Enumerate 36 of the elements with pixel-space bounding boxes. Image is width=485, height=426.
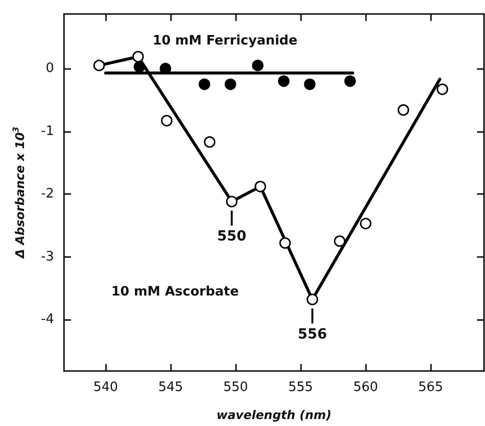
x-tick-label: 550: [223, 380, 248, 395]
point: [252, 60, 264, 72]
point: [204, 136, 216, 148]
y-tick-label: -1: [41, 124, 54, 139]
point: [93, 60, 105, 72]
point: [278, 75, 290, 87]
point: [254, 180, 266, 192]
x-tick-label: 540: [93, 380, 118, 395]
point: [398, 104, 410, 116]
x-tick-label: 555: [288, 380, 314, 395]
point: [132, 50, 144, 62]
annotation: 10 mM Ferricyanide: [152, 34, 298, 48]
x-axis-title: wavelength (nm): [216, 408, 332, 422]
point: [134, 60, 146, 72]
y-tick-label: -3: [41, 249, 54, 264]
point: [224, 78, 236, 90]
y-tick-label: 0: [46, 61, 54, 76]
point: [306, 294, 318, 306]
x-tick-label: 560: [353, 380, 378, 395]
y-tick-label: -4: [41, 312, 54, 328]
x-tick-label: 545: [158, 380, 184, 395]
point: [334, 235, 346, 247]
x-tick-label: 565: [418, 380, 444, 395]
annotation: 556: [298, 326, 327, 342]
y-axis-title: Δ Absorbance x 103: [12, 126, 27, 260]
point: [160, 114, 172, 126]
point: [198, 78, 210, 90]
point: [226, 196, 238, 208]
annotation: 10 mM Ascorbate: [111, 284, 239, 300]
point: [304, 78, 316, 90]
y-tick-label: -2: [41, 186, 54, 202]
point: [344, 75, 356, 87]
annotation: 550: [217, 228, 247, 245]
point: [436, 84, 448, 96]
point: [279, 237, 291, 249]
point: [360, 218, 372, 230]
